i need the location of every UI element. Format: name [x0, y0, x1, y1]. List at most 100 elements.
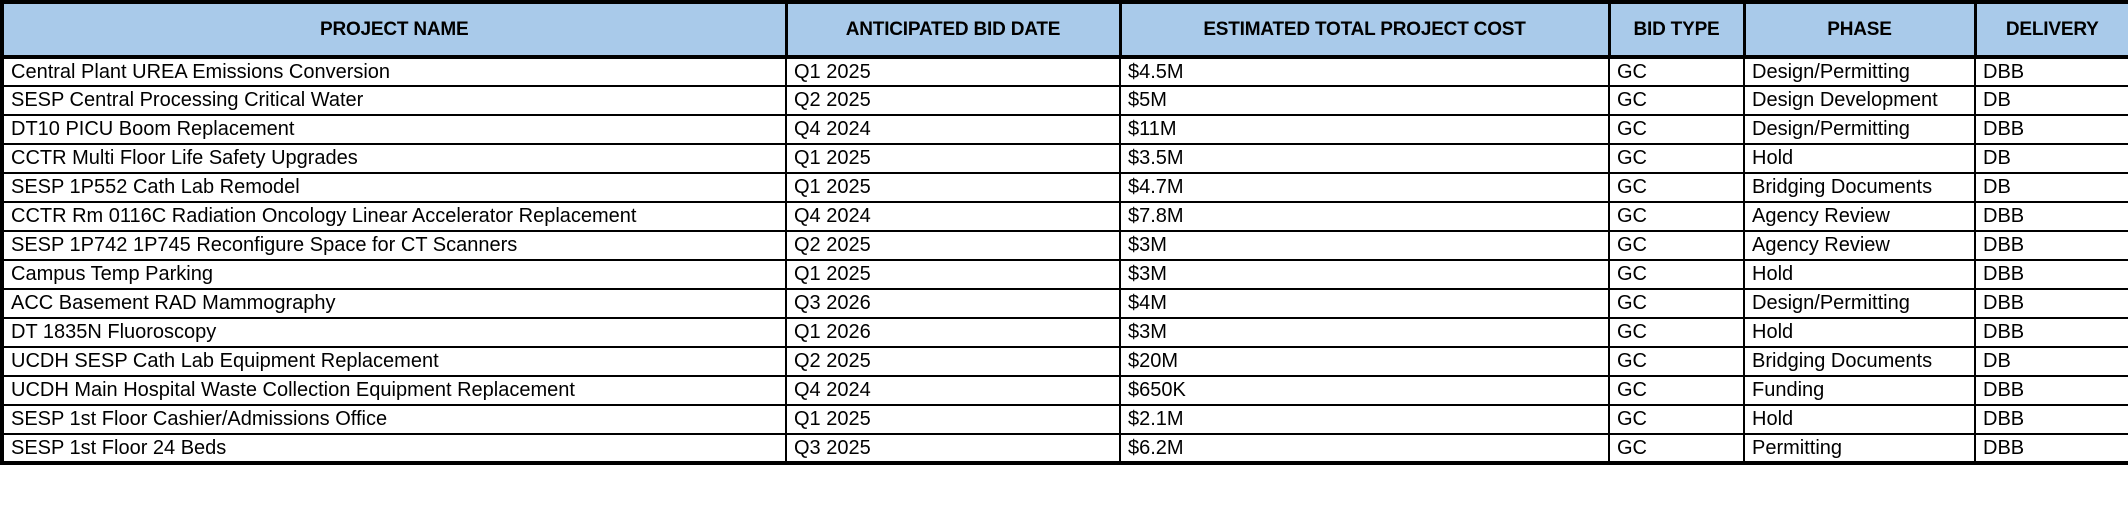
column-header-project-name: PROJECT NAME	[0, 0, 788, 59]
table-row: SESP Central Processing Critical Water Q2…	[1, 85, 2128, 116]
table-row: SESP 1P552 Cath Lab Remodel Q1 2025 $4.7M G…	[1, 172, 2128, 203]
cell-delivery: DB	[1974, 85, 2128, 116]
column-header-bid-type: BID TYPE	[1607, 0, 1746, 59]
cell-project-cost: $20M	[1119, 346, 1610, 377]
cell-project-name: Campus Temp Parking	[1, 259, 787, 290]
cell-phase: Agency Review	[1743, 230, 1976, 261]
cell-phase: Hold	[1743, 143, 1976, 174]
cell-bid-type: GC	[1608, 259, 1745, 290]
cell-bid-date: Q1 2025	[785, 56, 1121, 87]
cell-phase: Hold	[1743, 259, 1976, 290]
cell-bid-type: GC	[1608, 201, 1745, 232]
table-body: Central Plant UREA Emissions Conversion Q…	[1, 56, 2128, 464]
cell-delivery: DBB	[1974, 259, 2128, 290]
table-row: DT 1835N Fluoroscopy Q1 2026 $3M GC Hold DBB	[1, 317, 2128, 348]
cell-project-cost: $3M	[1119, 259, 1610, 290]
cell-project-name: DT10 PICU Boom Replacement	[1, 114, 787, 145]
cell-delivery: DBB	[1974, 114, 2128, 145]
cell-bid-type: GC	[1608, 56, 1745, 87]
cell-bid-type: GC	[1608, 346, 1745, 377]
cell-bid-date: Q3 2025	[785, 433, 1121, 464]
cell-delivery: DB	[1974, 346, 2128, 377]
table-row: Central Plant UREA Emissions Conversion Q…	[1, 56, 2128, 87]
cell-bid-type: GC	[1608, 375, 1745, 406]
cell-project-cost: $2.1M	[1119, 404, 1610, 435]
cell-phase: Permitting	[1743, 433, 1976, 464]
cell-project-cost: $11M	[1119, 114, 1610, 145]
cell-project-name: SESP 1st Floor 24 Beds	[1, 433, 787, 464]
table-row: UCDH SESP Cath Lab Equipment Replacement…	[1, 346, 2128, 377]
cell-bid-type: GC	[1608, 143, 1745, 174]
cell-bid-date: Q4 2024	[785, 201, 1121, 232]
cell-bid-type: GC	[1608, 230, 1745, 261]
cell-project-name: UCDH Main Hospital Waste Collection Equi…	[1, 375, 787, 406]
column-header-project-cost: ESTIMATED TOTAL PROJECT COST	[1118, 0, 1611, 59]
table-row: ACC Basement RAD Mammography Q3 2026 $4M GC…	[1, 288, 2128, 319]
cell-project-cost: $6.2M	[1119, 433, 1610, 464]
table-header: PROJECT NAME ANTICIPATED BID DATE ESTIMA…	[0, 0, 2128, 59]
cell-project-name: ACC Basement RAD Mammography	[1, 288, 787, 319]
cell-bid-date: Q1 2025	[785, 404, 1121, 435]
cell-bid-type: GC	[1608, 172, 1745, 203]
table-row: UCDH Main Hospital Waste Collection Equi…	[1, 375, 2128, 406]
cell-bid-date: Q4 2024	[785, 114, 1121, 145]
column-header-phase: PHASE	[1742, 0, 1977, 59]
cell-phase: Bridging Documents	[1743, 172, 1976, 203]
cell-project-name: Central Plant UREA Emissions Conversion	[1, 56, 787, 87]
cell-delivery: DBB	[1974, 404, 2128, 435]
cell-bid-date: Q2 2025	[785, 346, 1121, 377]
cell-phase: Design/Permitting	[1743, 114, 1976, 145]
cell-bid-type: GC	[1608, 433, 1745, 464]
column-header-delivery: DELIVERY	[1973, 0, 2128, 59]
cell-project-cost: $3.5M	[1119, 143, 1610, 174]
cell-delivery: DBB	[1974, 56, 2128, 87]
cell-project-cost: $650K	[1119, 375, 1610, 406]
cell-delivery: DB	[1974, 172, 2128, 203]
header-row: PROJECT NAME ANTICIPATED BID DATE ESTIMA…	[0, 0, 2128, 59]
cell-bid-type: GC	[1608, 85, 1745, 116]
cell-bid-type: GC	[1608, 317, 1745, 348]
cell-phase: Funding	[1743, 375, 1976, 406]
project-bid-table: PROJECT NAME ANTICIPATED BID DATE ESTIMA…	[0, 0, 2128, 465]
cell-phase: Design Development	[1743, 85, 1976, 116]
table-row: DT10 PICU Boom Replacement Q4 2024 $11M GC D…	[1, 114, 2128, 145]
cell-project-cost: $3M	[1119, 230, 1610, 261]
cell-project-name: SESP Central Processing Critical Water	[1, 85, 787, 116]
table-row: CCTR Multi Floor Life Safety Upgrades Q1 …	[1, 143, 2128, 174]
cell-bid-date: Q1 2025	[785, 172, 1121, 203]
cell-phase: Bridging Documents	[1743, 346, 1976, 377]
cell-project-name: SESP 1st Floor Cashier/Admissions Office	[1, 404, 787, 435]
cell-delivery: DBB	[1974, 201, 2128, 232]
cell-project-cost: $7.8M	[1119, 201, 1610, 232]
table-row: SESP 1P742 1P745 Reconfigure Space for C…	[1, 230, 2128, 261]
cell-delivery: DB	[1974, 143, 2128, 174]
cell-delivery: DBB	[1974, 230, 2128, 261]
cell-bid-date: Q1 2026	[785, 317, 1121, 348]
cell-bid-type: GC	[1608, 404, 1745, 435]
cell-phase: Agency Review	[1743, 201, 1976, 232]
cell-phase: Design/Permitting	[1743, 56, 1976, 87]
cell-project-cost: $4.7M	[1119, 172, 1610, 203]
table-row: SESP 1st Floor Cashier/Admissions Office…	[1, 404, 2128, 435]
cell-bid-date: Q4 2024	[785, 375, 1121, 406]
cell-delivery: DBB	[1974, 288, 2128, 319]
cell-project-name: CCTR Rm 0116C Radiation Oncology Linear …	[1, 201, 787, 232]
cell-bid-type: GC	[1608, 114, 1745, 145]
cell-bid-date: Q2 2025	[785, 230, 1121, 261]
cell-bid-date: Q1 2025	[785, 259, 1121, 290]
cell-project-cost: $3M	[1119, 317, 1610, 348]
cell-project-name: DT 1835N Fluoroscopy	[1, 317, 787, 348]
cell-project-name: SESP 1P742 1P745 Reconfigure Space for C…	[1, 230, 787, 261]
cell-bid-date: Q3 2026	[785, 288, 1121, 319]
cell-phase: Design/Permitting	[1743, 288, 1976, 319]
table-row: SESP 1st Floor 24 Beds Q3 2025 $6.2M GC Perm…	[1, 433, 2128, 464]
cell-phase: Hold	[1743, 404, 1976, 435]
column-header-bid-date: ANTICIPATED BID DATE	[784, 0, 1122, 59]
cell-delivery: DBB	[1974, 317, 2128, 348]
cell-project-name: SESP 1P552 Cath Lab Remodel	[1, 172, 787, 203]
cell-project-name: UCDH SESP Cath Lab Equipment Replacement	[1, 346, 787, 377]
cell-phase: Hold	[1743, 317, 1976, 348]
cell-delivery: DBB	[1974, 375, 2128, 406]
cell-bid-date: Q1 2025	[785, 143, 1121, 174]
cell-delivery: DBB	[1974, 433, 2128, 464]
